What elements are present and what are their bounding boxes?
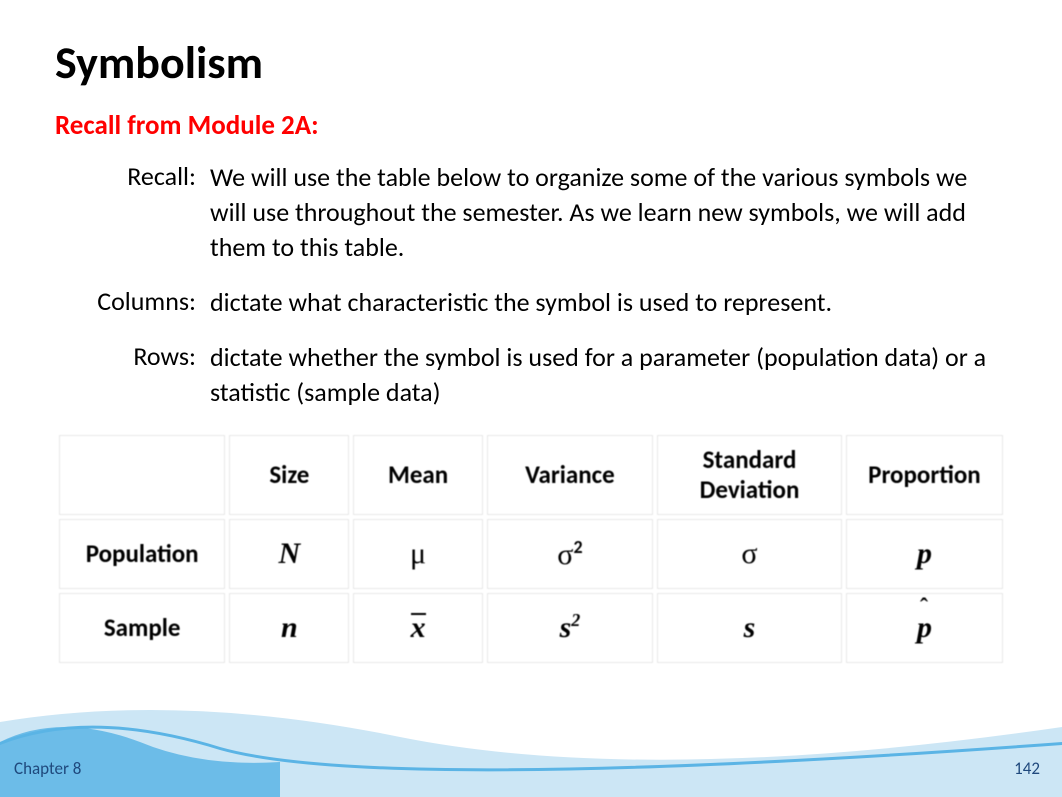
cell-sample-stddev: s [657,593,842,663]
def-text-recall: We will use the table below to organize … [210,160,1007,265]
symbol-mu: μ [410,537,426,570]
symbol-N: N [279,537,301,570]
symbol-s: s [744,611,756,644]
symbol-n-lower: n [281,611,298,644]
symbol-sigma-squared: σ2 [557,538,582,571]
col-blank [59,435,225,515]
def-text-rows: dictate whether the symbol is used for a… [210,340,1007,410]
symbol-s-squared: s2 [560,611,581,644]
col-size: Size [229,435,349,515]
cell-sample-mean: x [353,593,482,663]
page-subtitle: Recall from Module 2A: [55,109,1007,142]
cell-sample-variance: s2 [487,593,653,663]
table-header-row: Size Mean Variance StandardDeviation Pro… [59,435,1003,515]
cell-pop-size: N [229,519,349,589]
page-number: 142 [1014,758,1040,779]
symbol-p: p [917,537,932,570]
cell-pop-mean: μ [353,519,482,589]
table-row-population: Population N μ σ2 σ p [59,519,1003,589]
col-mean: Mean [353,435,482,515]
def-label-recall: Recall: [55,160,210,265]
def-label-columns: Columns: [55,285,210,320]
table-wrapper: Size Mean Variance StandardDeviation Pro… [55,431,1007,667]
row-label-sample: Sample [59,593,225,663]
slide-container: Symbolism Recall from Module 2A: Recall:… [0,0,1062,797]
table-body: Population N μ σ2 σ p Sample n x s2 s p [59,519,1003,663]
symbol-phat: p [917,611,932,645]
cell-pop-proportion: p [846,519,1003,589]
chapter-label: Chapter 8 [14,758,81,779]
col-stddev: StandardDeviation [657,435,842,515]
symbol-xbar: x [411,611,426,645]
definition-columns: Columns: dictate what characteristic the… [55,285,1007,320]
row-label-population: Population [59,519,225,589]
col-proportion: Proportion [846,435,1003,515]
col-variance: Variance [487,435,653,515]
page-title: Symbolism [55,35,1007,91]
table-header: Size Mean Variance StandardDeviation Pro… [59,435,1003,515]
cell-pop-stddev: σ [657,519,842,589]
def-text-columns: dictate what characteristic the symbol i… [210,285,1007,320]
cell-pop-variance: σ2 [487,519,653,589]
symbol-sigma: σ [741,537,757,570]
table-row-sample: Sample n x s2 s p [59,593,1003,663]
cell-sample-size: n [229,593,349,663]
def-label-rows: Rows: [55,340,210,410]
definition-recall: Recall: We will use the table below to o… [55,160,1007,265]
symbol-table: Size Mean Variance StandardDeviation Pro… [55,431,1007,667]
cell-sample-proportion: p [846,593,1003,663]
definition-rows: Rows: dictate whether the symbol is used… [55,340,1007,410]
